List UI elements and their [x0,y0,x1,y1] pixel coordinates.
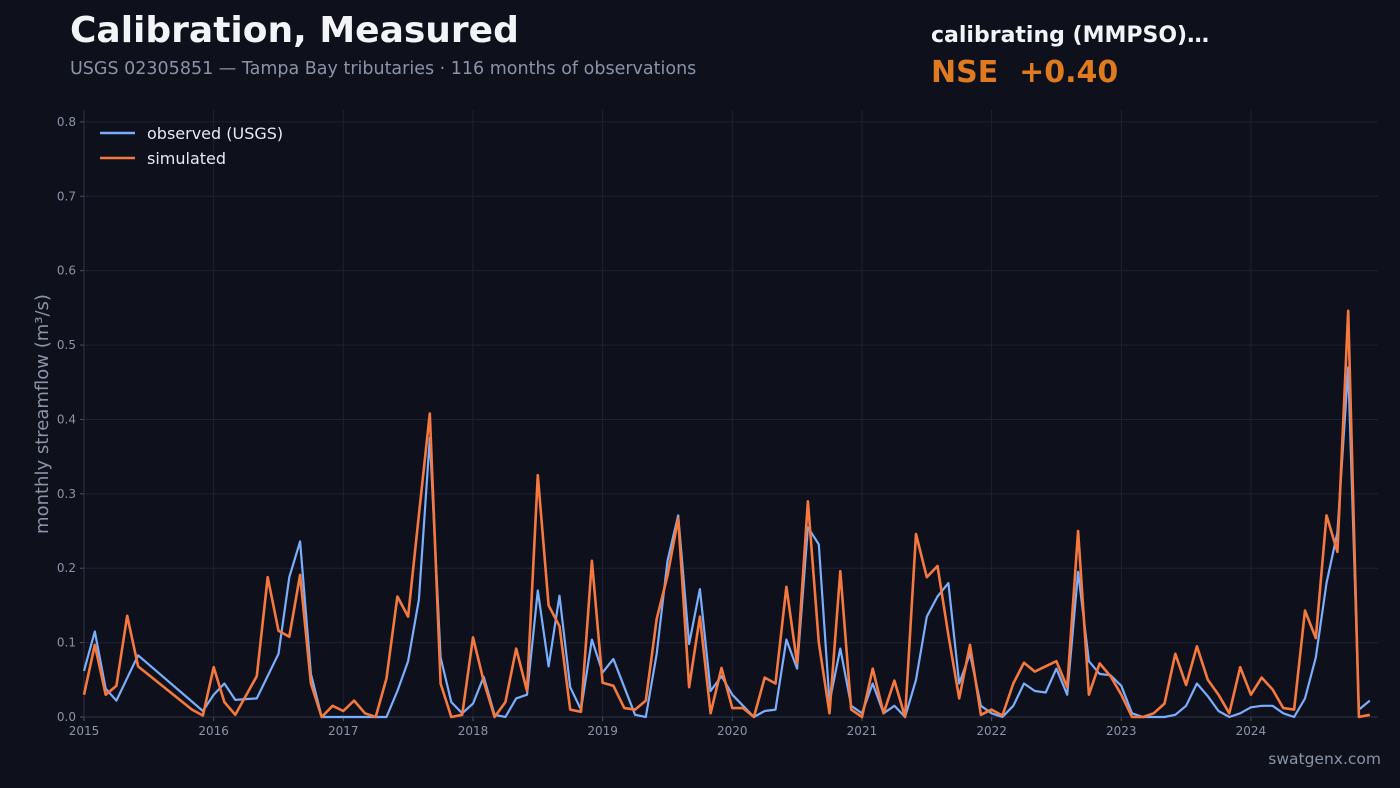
x-tick-label: 2016 [198,724,229,738]
series-line-observed [82,366,1371,719]
nse-metric: NSE +0.40 [931,55,1119,90]
y-tick-label: 0.3 [57,487,76,501]
y-tick-label: 0.1 [57,636,76,650]
y-tick-label: 0.0 [57,710,76,724]
x-tick-label: 2015 [69,724,100,738]
y-tick-label: 0.5 [57,338,76,352]
x-tick-label: 2017 [328,724,359,738]
legend-label-simulated: simulated [147,149,226,168]
y-tick-label: 0.7 [57,189,76,203]
series-line-simulated [82,309,1371,719]
x-tick-label: 2020 [717,724,748,738]
x-tick-label: 2018 [458,724,489,738]
x-tick-label: 2019 [587,724,618,738]
watermark: swatgenx.com [1268,750,1381,768]
legend: observed (USGS) simulated [100,124,283,168]
y-tick-label: 0.6 [57,264,76,278]
series-lines [82,309,1371,719]
chart-title: Calibration, Measured [70,10,519,51]
x-tick-label: 2023 [1106,724,1137,738]
calibration-status: calibrating (MMPSO)… [931,23,1210,48]
y-axis-label: monthly streamflow (m³/s) [32,294,53,534]
x-tick-label: 2022 [976,724,1007,738]
axes: 0.0 0.1 0.2 0.3 0.4 0.5 0.6 0.7 0.8 2015 2016 2017 2… [57,110,1378,738]
chart-subtitle: USGS 02305851 — Tampa Bay tributaries · … [70,59,697,79]
legend-label-observed: observed (USGS) [147,124,283,143]
y-tick-label: 0.4 [57,412,76,426]
y-tick-label: 0.2 [57,561,76,575]
x-tick-label: 2021 [847,724,878,738]
y-tick-label: 0.8 [57,115,76,129]
x-tick-label: 2024 [1236,724,1267,738]
